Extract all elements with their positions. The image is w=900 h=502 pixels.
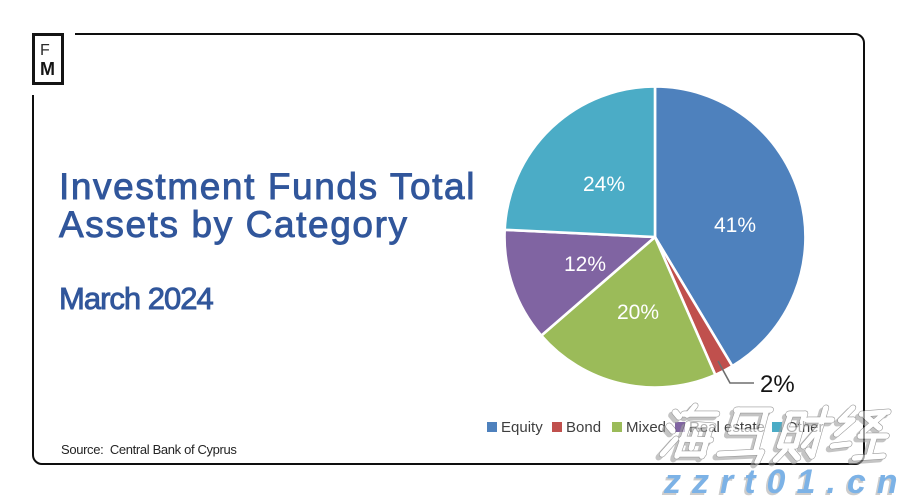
svg-text:Mixed: Mixed (626, 419, 666, 436)
svg-text:20%: 20% (617, 301, 659, 324)
svg-text:2%: 2% (760, 371, 795, 398)
svg-text:24%: 24% (583, 173, 625, 196)
svg-text:Equity: Equity (501, 419, 543, 436)
svg-text:Bond: Bond (566, 419, 601, 436)
svg-text:41%: 41% (714, 214, 756, 237)
svg-text:12%: 12% (564, 253, 606, 276)
